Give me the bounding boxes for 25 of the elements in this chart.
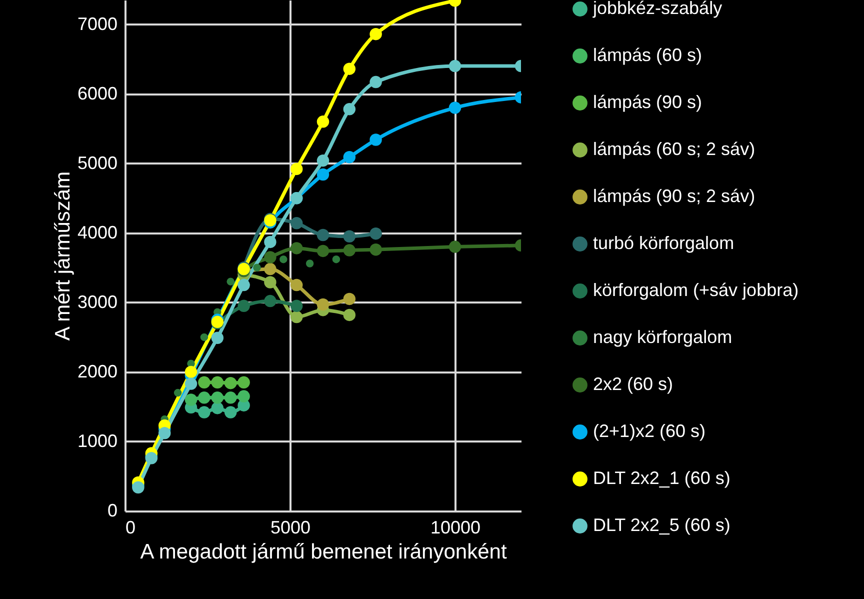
- y-tick-label: 6000: [77, 83, 118, 104]
- y-tick-label: 0: [107, 500, 118, 520]
- y-tick-label: 1000: [77, 430, 118, 451]
- legend-label: jobbkéz-szabály: [592, 0, 722, 18]
- legend-label: lámpás (90 s; 2 sáv): [593, 186, 756, 206]
- legend-label: lámpás (60 s; 2 sáv): [593, 139, 756, 159]
- legend-label: DLT 2x2_1 (60 s): [593, 468, 730, 488]
- legend-label: (2+1)x2 (60 s): [593, 421, 706, 441]
- y-tick-label: 2000: [77, 361, 118, 382]
- x-tick-label: 5000: [270, 518, 311, 538]
- legend-label: turbó körforgalom: [593, 233, 734, 253]
- x-axis-title: A megadott jármű bemenet irányonként: [140, 540, 507, 564]
- x-tick-label: 10000: [430, 518, 481, 538]
- y-tick-label: 5000: [77, 152, 118, 173]
- legend-label: lámpás (90 s): [593, 92, 702, 112]
- legend-label: nagy körforgalom: [593, 327, 732, 347]
- y-axis-title: A mért járműszám: [51, 171, 74, 341]
- y-tick-label: 7000: [77, 14, 118, 34]
- legend-label: lámpás (60 s): [593, 45, 702, 65]
- x-tick-label: 0: [126, 518, 136, 538]
- legend-label: 2x2 (60 s): [593, 374, 674, 394]
- legend-label: körforgalom (+sáv jobbra): [593, 280, 799, 300]
- y-tick-label: 4000: [77, 222, 118, 242]
- y-tick-label: 3000: [77, 292, 118, 312]
- legend-label: DLT 2x2_5 (60 s): [593, 515, 730, 535]
